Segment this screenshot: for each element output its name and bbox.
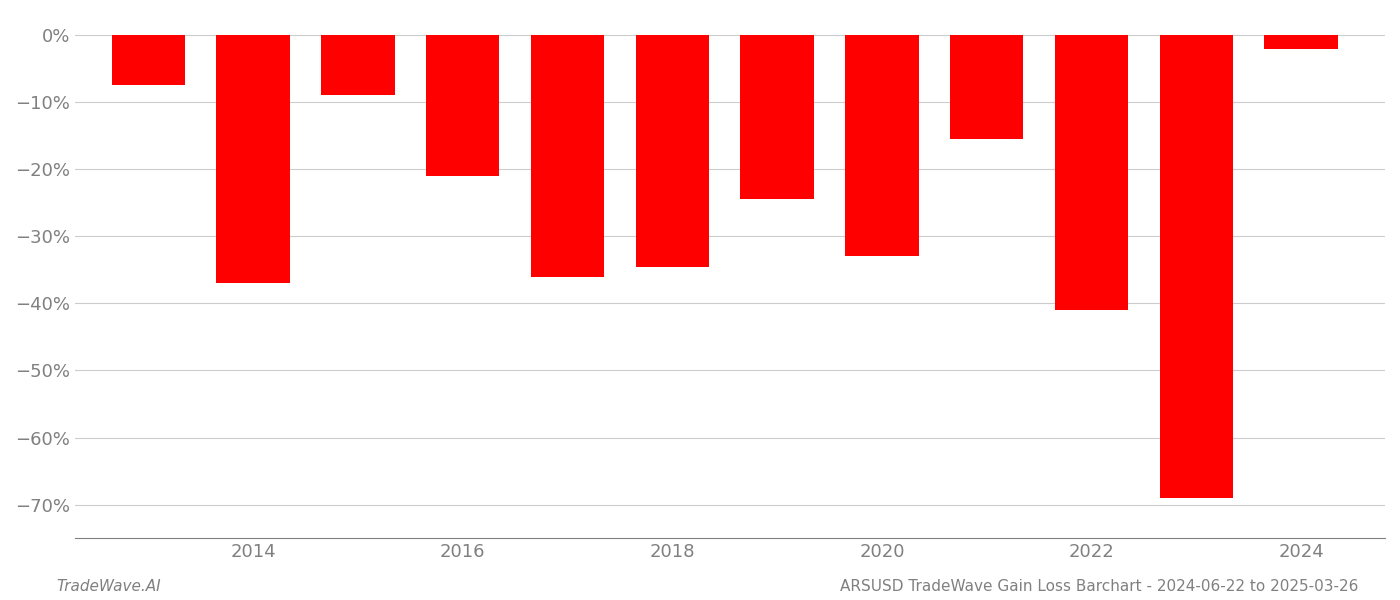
Text: ARSUSD TradeWave Gain Loss Barchart - 2024-06-22 to 2025-03-26: ARSUSD TradeWave Gain Loss Barchart - 20…: [840, 579, 1358, 594]
Bar: [1264, 35, 1338, 49]
Bar: [741, 35, 813, 199]
Bar: [1054, 35, 1128, 310]
Bar: [112, 35, 185, 85]
Bar: [1159, 35, 1233, 498]
Bar: [217, 35, 290, 283]
Bar: [531, 35, 605, 277]
Bar: [951, 35, 1023, 139]
Bar: [636, 35, 708, 266]
Text: TradeWave.AI: TradeWave.AI: [56, 579, 161, 594]
Bar: [846, 35, 918, 256]
Bar: [321, 35, 395, 95]
Bar: [426, 35, 500, 176]
